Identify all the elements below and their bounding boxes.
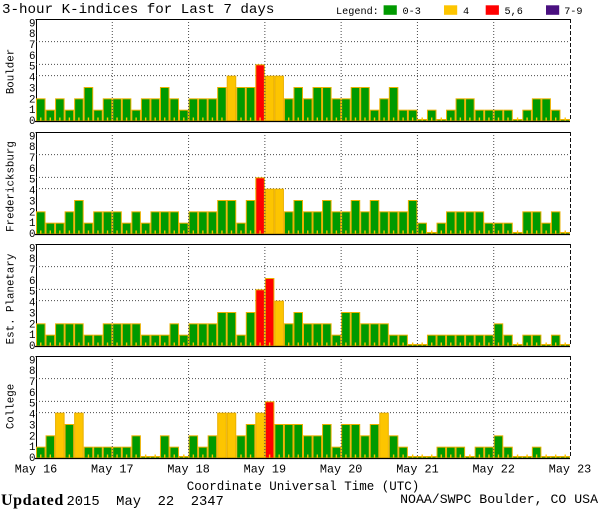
svg-text:7: 7 [29, 377, 35, 389]
svg-text:Legend:: Legend: [336, 6, 379, 18]
svg-text:3-hour K-indices for Last 7 da: 3-hour K-indices for Last 7 days [2, 2, 274, 18]
svg-text:0: 0 [29, 341, 35, 353]
svg-text:7: 7 [29, 265, 35, 277]
svg-text:Boulder: Boulder [6, 49, 18, 94]
svg-text:0: 0 [29, 116, 35, 128]
svg-text:5: 5 [29, 399, 35, 411]
svg-text:1: 1 [29, 330, 35, 342]
svg-text:9: 9 [29, 18, 35, 30]
svg-text:7: 7 [29, 153, 35, 165]
svg-text:9: 9 [29, 243, 35, 255]
svg-text:1: 1 [29, 442, 35, 454]
svg-text:4: 4 [29, 410, 35, 422]
svg-text:May 16: May 16 [15, 463, 57, 477]
svg-text:Updated: Updated [1, 492, 64, 509]
svg-text:2: 2 [29, 431, 35, 443]
svg-text:0: 0 [29, 229, 35, 241]
svg-text:5: 5 [29, 175, 35, 187]
svg-text:1: 1 [29, 105, 35, 117]
svg-text:May 17: May 17 [91, 463, 133, 477]
svg-text:2015 May 22 2347: 2015 May 22 2347 [67, 495, 224, 510]
svg-text:5: 5 [29, 287, 35, 299]
svg-text:3: 3 [29, 196, 35, 208]
svg-text:1: 1 [29, 218, 35, 230]
svg-text:May 20: May 20 [320, 463, 362, 477]
svg-text:May 21: May 21 [396, 463, 438, 477]
svg-text:8: 8 [29, 29, 35, 41]
svg-text:5: 5 [29, 62, 35, 74]
svg-text:6: 6 [29, 51, 35, 63]
svg-text:5,6: 5,6 [505, 7, 523, 18]
svg-text:7: 7 [29, 40, 35, 52]
svg-text:4: 4 [29, 186, 35, 198]
svg-text:9: 9 [29, 131, 35, 143]
svg-text:4: 4 [29, 298, 35, 310]
svg-text:8: 8 [29, 366, 35, 378]
svg-text:Coordinate Universal Time (UTC: Coordinate Universal Time (UTC) [187, 480, 420, 494]
svg-text:2: 2 [29, 94, 35, 106]
svg-text:3: 3 [29, 83, 35, 95]
svg-text:May 23: May 23 [549, 463, 591, 477]
svg-text:3: 3 [29, 420, 35, 432]
svg-text:College: College [6, 384, 18, 429]
svg-text:2: 2 [29, 207, 35, 219]
svg-text:4: 4 [29, 73, 35, 85]
svg-text:May 22: May 22 [472, 463, 514, 477]
svg-text:6: 6 [29, 164, 35, 176]
svg-text:0: 0 [29, 453, 35, 465]
svg-text:6: 6 [29, 388, 35, 400]
svg-text:8: 8 [29, 254, 35, 266]
svg-text:May 19: May 19 [244, 463, 286, 477]
svg-text:0-3: 0-3 [403, 7, 421, 18]
svg-text:May 18: May 18 [167, 463, 209, 477]
svg-text:6: 6 [29, 276, 35, 288]
svg-text:Fredericksburg: Fredericksburg [6, 141, 18, 232]
svg-text:9: 9 [29, 355, 35, 367]
svg-text:7-9: 7-9 [564, 7, 582, 18]
svg-text:Est. Planetary: Est. Planetary [6, 253, 18, 344]
svg-text:3: 3 [29, 308, 35, 320]
svg-text:2: 2 [29, 319, 35, 331]
svg-text:NOAA/SWPC Boulder, CO USA: NOAA/SWPC Boulder, CO USA [400, 492, 598, 507]
svg-text:4: 4 [463, 7, 469, 18]
svg-text:8: 8 [29, 142, 35, 154]
